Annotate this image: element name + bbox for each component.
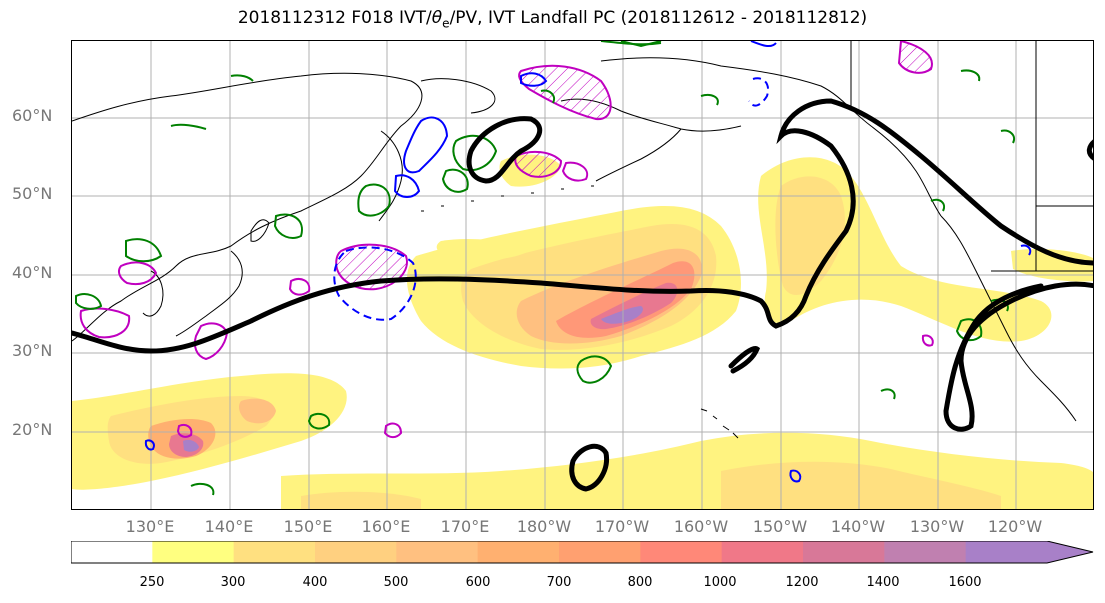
gridlines (72, 41, 1093, 509)
theta-e-closed-contour (466, 116, 543, 184)
ivt-shading (556, 261, 695, 338)
theta-e-coastal-contour (1086, 139, 1093, 161)
colorbar-tick: 700 (546, 575, 572, 590)
lat-label-20: 20°N (12, 420, 53, 439)
ivt-shading (239, 398, 276, 424)
lon-label-160w: 160°W (673, 517, 729, 536)
ivt-shading (601, 306, 643, 324)
colorbar-segment (233, 541, 316, 563)
lat-label-40: 40°N (12, 263, 53, 282)
map-svg (72, 41, 1093, 509)
theta-e-contours (72, 98, 1093, 492)
colorbar-segment (965, 541, 1093, 563)
colorbar-tick: 1600 (948, 575, 982, 590)
ivt-shading (1011, 249, 1093, 282)
colorbar-tick: 1400 (866, 575, 900, 590)
lon-label-150e: 150°E (283, 517, 333, 536)
lon-label-180w: 180°W (516, 517, 572, 536)
lat-label-30: 30°N (12, 341, 53, 360)
lon-label-170e: 170°E (440, 517, 490, 536)
lon-label-130e: 130°E (125, 517, 175, 536)
theta-e-small-contour (728, 346, 761, 374)
lat-label-50: 50°N (12, 184, 53, 203)
ivt-shading (183, 439, 199, 452)
lon-label-160e: 160°E (361, 517, 411, 536)
colorbar-segment (396, 541, 479, 563)
lon-label-140e: 140°E (204, 517, 254, 536)
colorbar-tick: 500 (383, 575, 409, 590)
colorbar-segment (721, 541, 804, 563)
colorbar-tick: 250 (139, 575, 165, 590)
colorbar-tick: 400 (302, 575, 328, 590)
theta-e-closed-contour (569, 443, 610, 492)
lon-label-140w: 140°W (830, 517, 886, 536)
lon-label-170w: 170°W (594, 517, 650, 536)
ivt-shading (301, 491, 421, 509)
lon-label-120w: 120°W (987, 517, 1043, 536)
theta-e-coastal-contour (943, 281, 1093, 432)
colorbar-segment (559, 541, 641, 563)
colorbar-outline (71, 541, 1094, 564)
colorbar-tick: 600 (465, 575, 491, 590)
colorbar-segment (315, 541, 397, 563)
colorbar-segment (884, 541, 967, 563)
lon-label-130w: 130°W (909, 517, 965, 536)
colorbar-tick: 1200 (785, 575, 819, 590)
colorbar-tick: 800 (627, 575, 653, 590)
colorbar-segment (477, 541, 560, 563)
colorbar-segment (640, 541, 723, 563)
plot-title: 2018112312 F018 IVT/θe/PV, IVT Landfall … (237, 8, 868, 31)
lon-label-150w: 150°W (752, 517, 808, 536)
lat-label-60: 60°N (12, 106, 53, 125)
colorbar (71, 541, 1094, 564)
colorbar-segment (803, 541, 885, 563)
ivt-shading (775, 176, 845, 296)
colorbar-segment (71, 541, 153, 563)
green-contours (75, 41, 1015, 496)
theta-e-main-contour (72, 98, 1093, 354)
colorbar-tick: 1000 (703, 575, 737, 590)
colorbar-segments (71, 541, 1093, 563)
pv-negative-contours (144, 41, 1032, 483)
colorbar-tick: 300 (220, 575, 246, 590)
map-panel (71, 40, 1094, 510)
ivt-shading (436, 238, 531, 261)
colorbar-segment (152, 541, 235, 563)
